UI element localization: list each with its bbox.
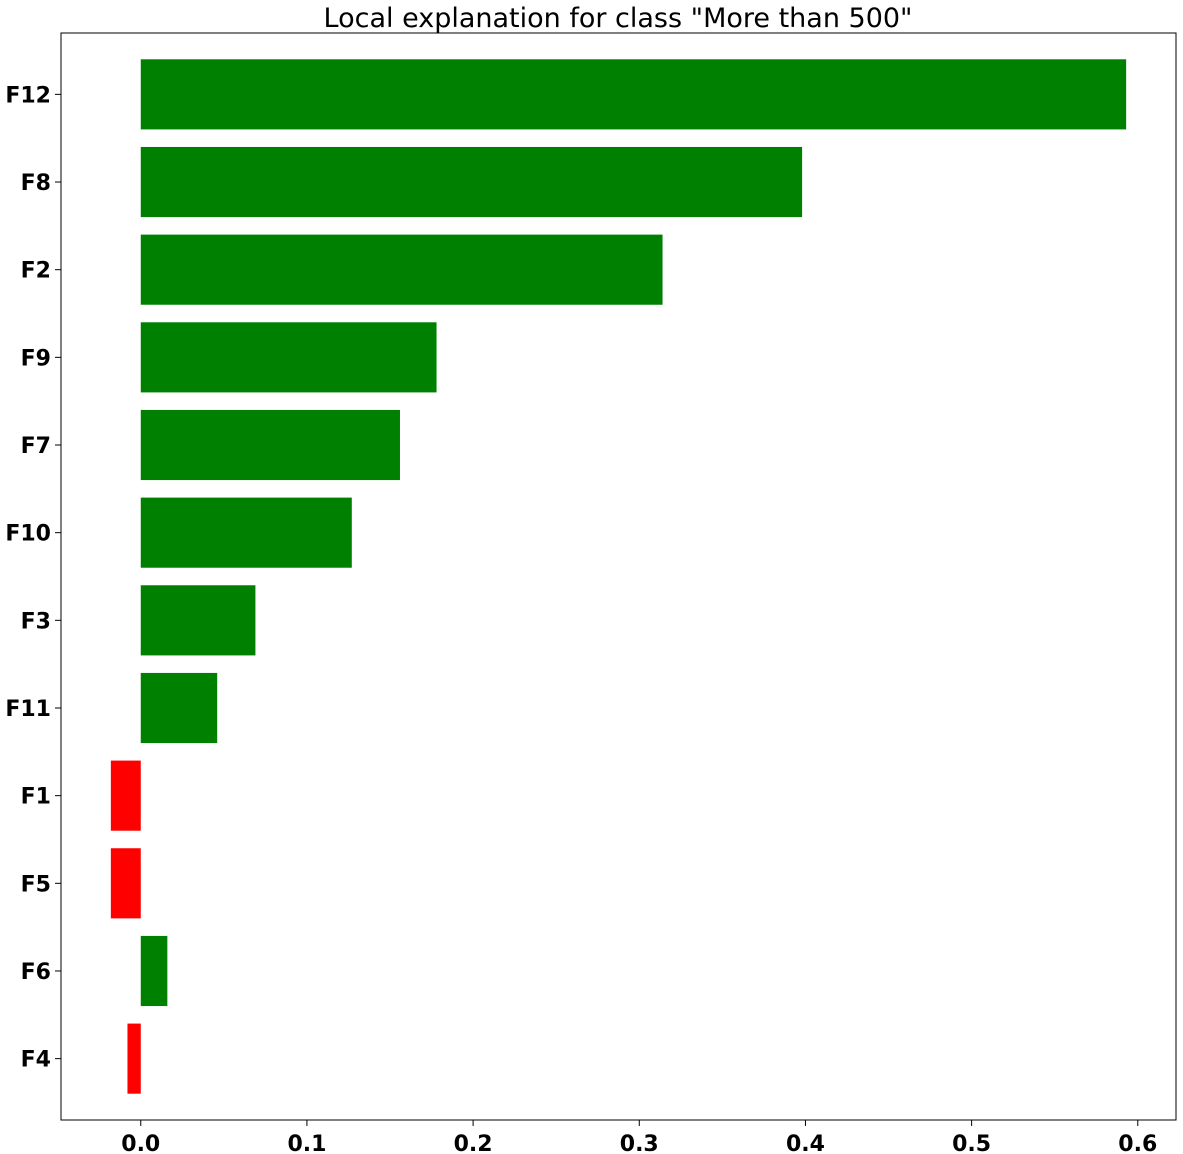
y-tick-label: F10 [5,522,51,547]
bar-f9 [140,322,437,393]
x-tick-label: 0.6 [1118,1132,1157,1154]
y-tick-label: F3 [21,609,51,634]
bar-f6 [140,935,168,1007]
x-tick-label: 0.3 [620,1132,659,1154]
y-tick-label: F6 [21,960,51,985]
y-tick-label: F9 [21,346,51,371]
bar-f8 [140,146,803,218]
y-tick-label: F7 [21,434,51,459]
y-tick-label: F1 [21,785,51,810]
x-tick-label: 0.0 [121,1132,160,1154]
bars-group [110,59,1127,1094]
x-axis-ticks: 0.0 0.1 0.2 0.3 0.4 0.5 0.6 [121,1120,1157,1154]
bar-f10 [140,497,352,568]
bar-f12 [140,59,1127,130]
y-tick-label: F4 [21,1048,51,1073]
chart-title: Local explanation for class "More than 5… [324,3,913,34]
y-tick-label: F12 [5,83,51,108]
bar-f5 [110,848,141,919]
bar-f11 [140,672,218,744]
bar-f3 [140,585,256,656]
bar-f4 [127,1023,141,1094]
y-axis-ticks: F4 F6 F5 F1 F11 F3 F10 F7 F9 F2 F8 F12 [5,83,61,1073]
y-tick-label: F8 [21,171,51,196]
x-tick-label: 0.5 [952,1132,991,1154]
x-tick-label: 0.4 [786,1132,825,1154]
x-tick-label: 0.2 [454,1132,493,1154]
x-tick-label: 0.1 [287,1132,326,1154]
plot-frame [60,32,1177,1121]
y-tick-label: F2 [21,259,51,284]
y-tick-label: F11 [5,697,51,722]
bar-f7 [140,409,400,481]
y-tick-label: F5 [21,872,51,897]
bar-f2 [140,234,663,305]
bar-f1 [110,760,141,831]
